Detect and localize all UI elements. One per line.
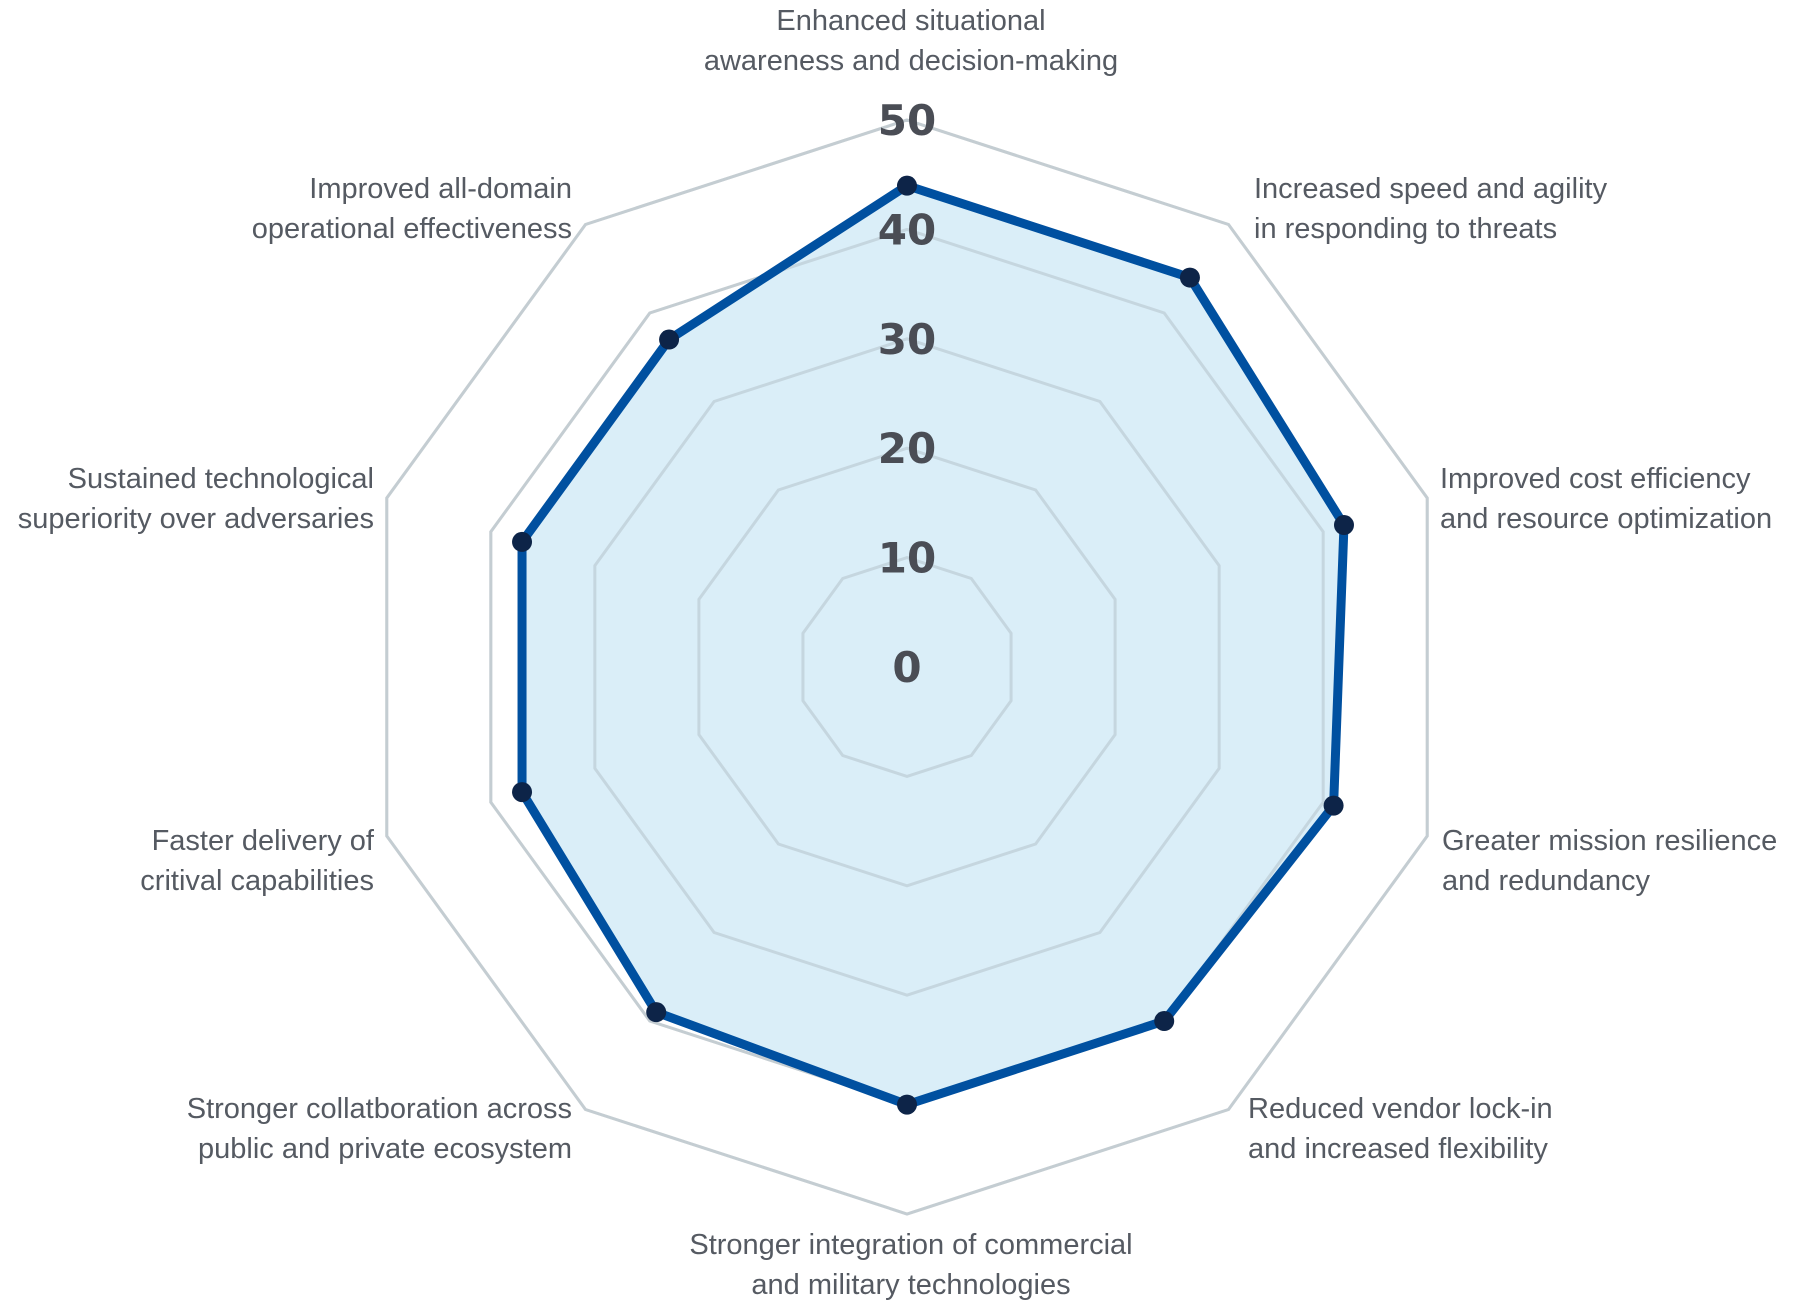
category-label: Enhanced situational awareness and decisi… xyxy=(704,5,1118,77)
category-label-line: Improved cost efficiency xyxy=(1440,463,1751,495)
tick-label: 50 xyxy=(878,96,936,145)
category-label-line: Stronger collatboration across xyxy=(187,1093,572,1125)
category-label-line: Stronger integration of commercial xyxy=(689,1229,1132,1261)
category-label-line: in responding to threats xyxy=(1254,213,1557,245)
category-label-line: superiority over adversaries xyxy=(18,503,374,535)
data-point xyxy=(1154,1011,1175,1032)
category-label: Reduced vendor lock-in and increased flex… xyxy=(1248,1093,1553,1165)
category-label: Improved all-domain operational effective… xyxy=(252,173,572,245)
tick-label: 0 xyxy=(892,643,921,692)
category-label-line: Greater mission resilience xyxy=(1442,825,1777,857)
category-label-line: Sustained technological xyxy=(68,463,374,495)
category-label-line: Improved all-domain xyxy=(309,173,572,205)
data-point xyxy=(512,782,533,803)
category-label-line: awareness and decision-making xyxy=(704,45,1118,77)
category-label-line: critival capabilities xyxy=(140,865,374,897)
category-label-line: operational effectiveness xyxy=(252,213,572,245)
data-point xyxy=(646,1002,667,1023)
category-label: Faster delivery of critival capabilities xyxy=(140,825,375,897)
tick-label: 10 xyxy=(878,534,936,583)
data-point xyxy=(1179,267,1200,288)
series-area xyxy=(522,185,1344,1105)
category-label-line: Faster delivery of xyxy=(152,825,375,857)
category-label-line: and increased flexibility xyxy=(1248,1133,1548,1165)
category-label-line: Reduced vendor lock-in xyxy=(1248,1093,1553,1125)
data-point xyxy=(897,175,917,196)
data-point xyxy=(1323,795,1344,816)
data-point xyxy=(659,329,680,350)
data-point xyxy=(897,1094,917,1115)
tick-labels: 0 10 20 30 40 50 xyxy=(878,96,936,692)
series xyxy=(385,118,1429,1216)
category-label: Stronger integration of commercial and mi… xyxy=(689,1229,1132,1300)
category-label: Increased speed and agility in responding… xyxy=(1254,173,1608,245)
category-label-line: public and private ecosystem xyxy=(198,1133,572,1165)
tick-label: 40 xyxy=(878,205,936,254)
data-point xyxy=(512,531,533,552)
category-label: Greater mission resilience and redundancy xyxy=(1442,825,1777,897)
category-label-line: and resource optimization xyxy=(1440,503,1772,535)
grid-ring-overlay-30 xyxy=(593,337,1221,997)
category-label: Sustained technological superiority over … xyxy=(18,463,374,535)
category-labels: Enhanced situational awareness and decisi… xyxy=(18,5,1777,1300)
category-label: Stronger collatboration across public and… xyxy=(187,1093,572,1165)
category-label-line: and military technologies xyxy=(751,1269,1070,1300)
category-label-line: Increased speed and agility xyxy=(1254,173,1608,205)
category-label: Improved cost efficiency and resource opt… xyxy=(1440,463,1772,535)
category-label-line: Enhanced situational xyxy=(776,5,1045,37)
data-point xyxy=(1333,515,1354,536)
tick-label: 30 xyxy=(878,315,936,364)
category-label-line: and redundancy xyxy=(1442,865,1650,897)
grid-ring-overlay-20 xyxy=(697,446,1117,888)
grid-ring-overlay-10 xyxy=(801,556,1013,778)
grid-ring-overlay-50 xyxy=(385,118,1429,1216)
tick-label: 20 xyxy=(878,424,936,473)
